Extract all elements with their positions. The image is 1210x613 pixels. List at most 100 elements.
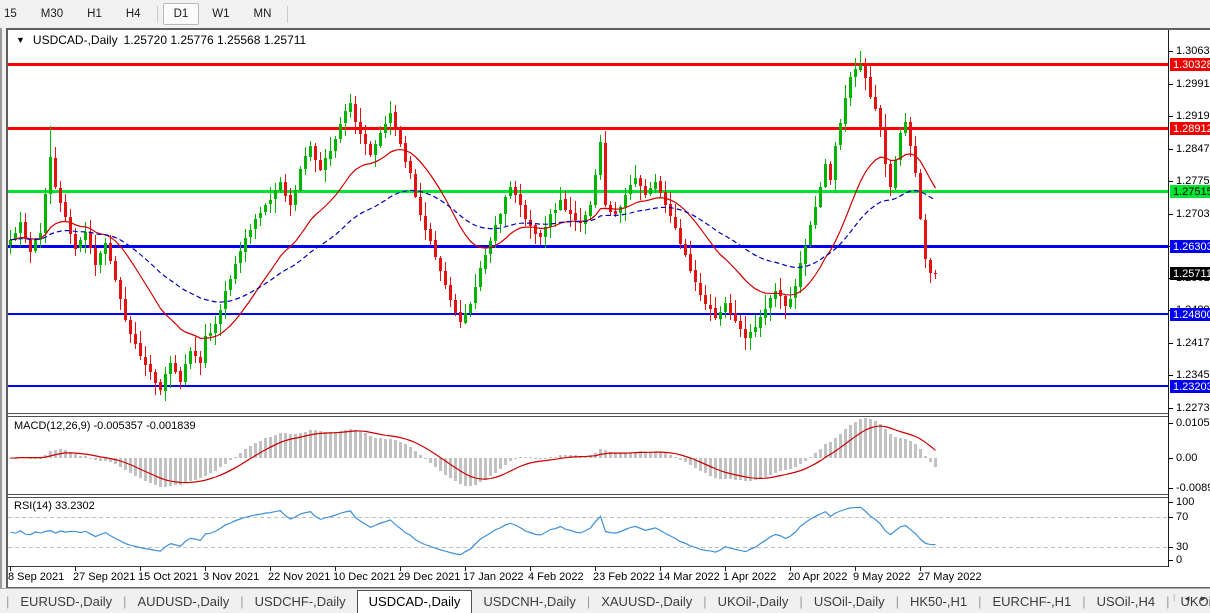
date-tick-mark — [790, 567, 791, 571]
price-tick-mark — [1169, 181, 1173, 182]
macd-label: MACD(12,26,9) -0.005357 -0.001839 — [14, 420, 196, 432]
scroll-left-icon[interactable]: ◄ — [1183, 593, 1192, 603]
rsi-axis-label: 100 — [1176, 496, 1195, 508]
current-price-badge: 1.25711 — [1170, 267, 1210, 280]
tab-separator: | — [895, 594, 899, 609]
price-axis[interactable]: 1.30630 1.29910 1.29190 1.28470 1.27750 1.270… — [1168, 30, 1210, 567]
level-price-badge: 1.23203 — [1170, 380, 1210, 393]
chart-title: ▼ USDCAD-,Daily 1.25720 1.25776 1.25568 … — [16, 33, 306, 47]
panel-separator[interactable] — [8, 413, 1210, 417]
macd-axis-label: -0.00896 — [1176, 482, 1210, 494]
date-tick-mark — [920, 567, 921, 571]
toolbar-separator — [287, 5, 289, 23]
rsi-label: RSI(14) 33.2302 — [14, 500, 95, 512]
chart-tab-usdcnh-daily[interactable]: USDCNH-,Daily — [483, 594, 576, 609]
tab-separator: | — [586, 594, 591, 609]
rsi-tick-mark — [1169, 502, 1173, 503]
date-label: 1 Apr 2022 — [723, 571, 777, 583]
date-label: 10 Dec 2021 — [333, 571, 396, 583]
date-label: 4 Feb 2022 — [528, 571, 584, 583]
tab-separator: | — [799, 594, 803, 609]
chart-tab-usdcad-daily[interactable]: USDCAD-,Daily — [356, 590, 473, 613]
timeframe-button-w1[interactable]: W1 — [212, 8, 230, 20]
chart-window: ▼ USDCAD-,Daily 1.25720 1.25776 1.25568 … — [6, 28, 1210, 588]
price-tick-label: 1.30630 — [1176, 45, 1210, 57]
date-axis[interactable]: 8 Sep 2021 27 Sep 2021 15 Oct 2021 3 Nov 20… — [8, 567, 1168, 587]
price-tick-label: 1.23450 — [1176, 369, 1210, 381]
tab-separator: | — [1166, 594, 1170, 609]
chart-tab-usoil-daily[interactable]: USOil-,Daily — [813, 594, 885, 609]
price-tick-label: 1.27750 — [1176, 175, 1210, 187]
date-tick-mark — [205, 567, 206, 571]
chart-tab-usoil-h4[interactable]: USOil-,H4 — [1096, 594, 1156, 609]
date-tick-mark — [140, 567, 141, 571]
level-price-badge: 1.26303 — [1170, 240, 1210, 253]
window-left-edge — [0, 28, 2, 588]
date-label: 22 Nov 2021 — [268, 571, 331, 583]
panel-separator[interactable] — [8, 494, 1210, 498]
rsi-tick-mark — [1169, 547, 1173, 548]
date-tick-mark — [400, 567, 401, 571]
date-label: 27 May 2022 — [918, 571, 982, 583]
price-tick-mark — [1169, 51, 1173, 52]
tab-separator: | — [123, 594, 127, 609]
date-label: 29 Dec 2021 — [398, 571, 461, 583]
date-tick-mark — [270, 567, 271, 571]
chart-tab-xauusd-daily[interactable]: XAUUSD-,Daily — [601, 594, 693, 609]
main-price-chart[interactable] — [8, 30, 1168, 413]
tab-separator: | — [240, 594, 244, 609]
date-label: 15 Oct 2021 — [138, 571, 198, 583]
rsi-tick-mark — [1169, 517, 1173, 518]
price-tick-label: 1.28470 — [1176, 143, 1210, 155]
timeframe-button-h1[interactable]: H1 — [87, 8, 102, 20]
tab-scroll-arrows: | ◄ ► — [1173, 587, 1207, 609]
chart-tab-bar: | EURUSD-,Daily | AUDUSD-,Daily | USDCHF-,Dai… — [0, 588, 1210, 613]
timeframe-toolbar: 15 M30 H1 H4 D1 W1 MN — [0, 0, 1210, 28]
rsi-axis-label: 0 — [1176, 554, 1183, 566]
toolbar-separator — [156, 5, 158, 23]
scroll-right-icon[interactable]: ► — [1199, 593, 1207, 603]
price-tick-mark — [1169, 343, 1173, 344]
timeframe-button-h4[interactable]: H4 — [125, 8, 141, 20]
rsi-indicator-panel[interactable] — [8, 498, 1168, 566]
level-price-badge: 1.30328 — [1170, 58, 1210, 71]
price-tick-mark — [1169, 214, 1173, 215]
level-price-badge: 1.28912 — [1170, 122, 1210, 135]
timeframe-button-d1[interactable]: D1 — [162, 3, 200, 25]
timeframe-button-m30[interactable]: M30 — [40, 8, 64, 20]
chart-tab-audusd-daily[interactable]: AUDUSD-,Daily — [137, 594, 230, 609]
chart-tab-ukoil-h4[interactable]: UKOil-,H4 — [1180, 594, 1210, 609]
chart-tab-hk50-h1[interactable]: HK50-,H1 — [910, 594, 968, 609]
date-label: 14 Mar 2022 — [658, 571, 720, 583]
date-tick-mark — [660, 567, 661, 571]
chart-quote-ohlc: 1.25720 1.25776 1.25568 1.25711 — [123, 33, 307, 47]
tab-separator: | — [6, 594, 10, 609]
date-tick-mark — [335, 567, 336, 571]
timeframe-button-mn[interactable]: MN — [253, 8, 272, 20]
date-label: 3 Nov 2021 — [203, 571, 260, 583]
chart-tab-ukoil-daily[interactable]: UKOil-,Daily — [717, 594, 789, 609]
date-tick-mark — [595, 567, 596, 571]
chart-tab-usdchf-daily[interactable]: USDCHF-,Daily — [254, 594, 346, 609]
chart-tab-eurusd-daily[interactable]: EURUSD-,Daily — [20, 594, 113, 609]
rsi-panel-bottom-border — [8, 566, 1210, 567]
rsi-axis-label: 70 — [1176, 511, 1189, 523]
date-label: 9 May 2022 — [853, 571, 911, 583]
price-tick-label: 1.29910 — [1176, 78, 1210, 90]
macd-axis-label: 0.00 — [1176, 452, 1198, 464]
price-tick-mark — [1169, 149, 1173, 150]
price-tick-mark — [1169, 408, 1173, 409]
timeframe-button-15[interactable]: 15 — [4, 8, 17, 20]
macd-indicator-panel[interactable] — [8, 417, 1168, 494]
price-tick-mark — [1169, 116, 1173, 117]
date-tick-mark — [75, 567, 76, 571]
rsi-axis-label: 30 — [1176, 541, 1189, 553]
chart-tab-eurchf-h1[interactable]: EURCHF-,H1 — [992, 594, 1072, 609]
date-label: 20 Apr 2022 — [788, 571, 848, 583]
date-label: 23 Feb 2022 — [593, 571, 655, 583]
level-price-badge: 1.27515 — [1170, 185, 1210, 198]
price-tick-label: 1.24170 — [1176, 337, 1210, 349]
dropdown-triangle-icon[interactable]: ▼ — [16, 35, 25, 45]
date-tick-mark — [725, 567, 726, 571]
